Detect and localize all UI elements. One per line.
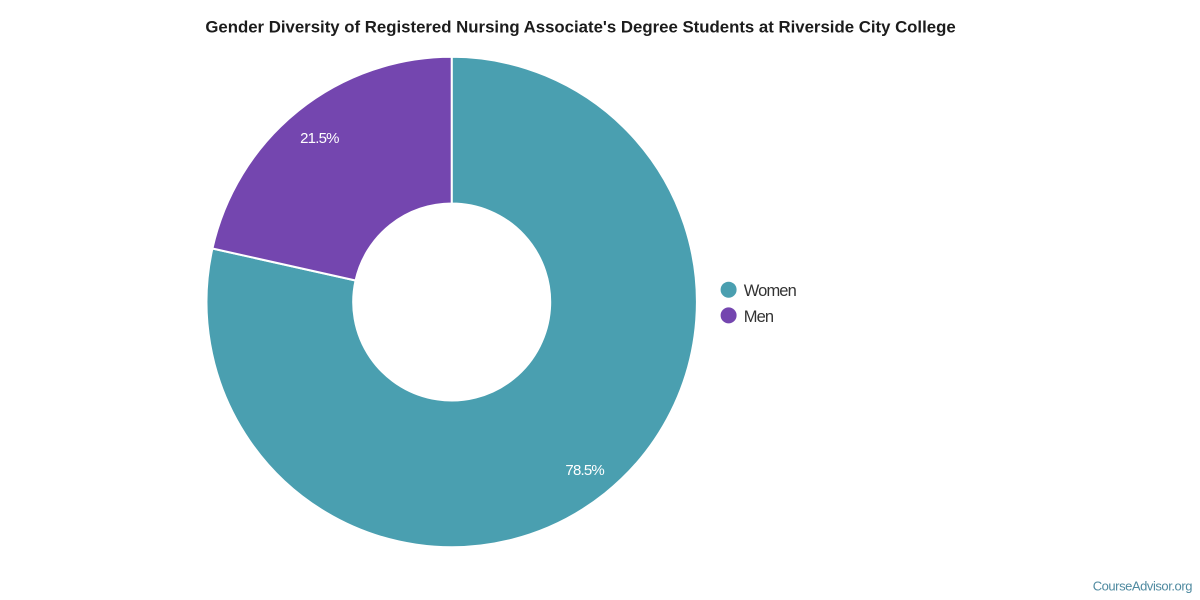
svg-text:Men: Men: [744, 308, 774, 326]
svg-text:78.5%: 78.5%: [565, 462, 604, 479]
svg-text:Gender Diversity of Registered: Gender Diversity of Registered Nursing A…: [205, 18, 955, 37]
svg-text:21.5%: 21.5%: [300, 130, 339, 147]
svg-text:CourseAdvisor.org: CourseAdvisor.org: [1093, 578, 1193, 593]
svg-text:Women: Women: [744, 282, 797, 300]
